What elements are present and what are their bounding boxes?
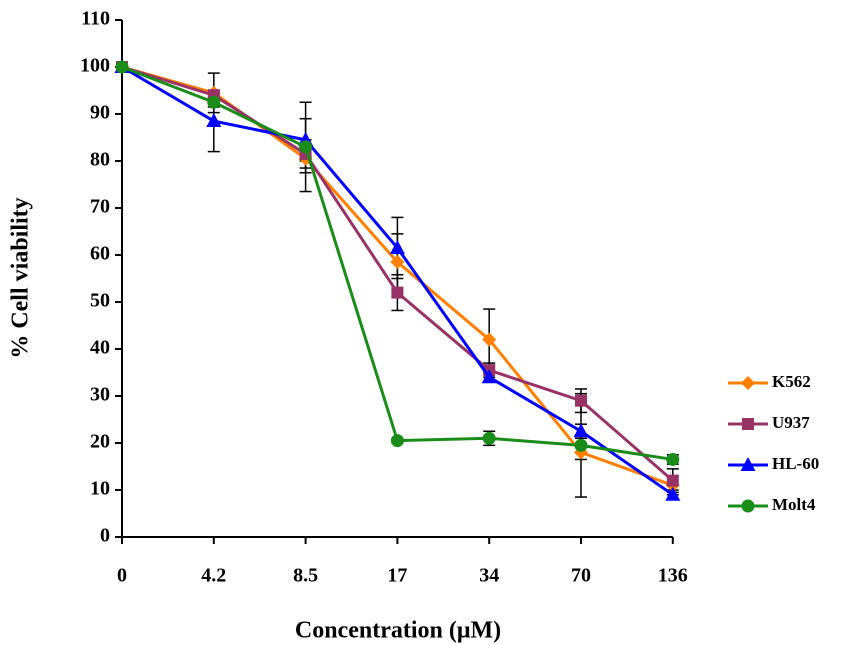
marker xyxy=(573,423,589,438)
y-tick-label: 80 xyxy=(90,149,110,171)
x-tick-label: 0 xyxy=(117,565,127,587)
y-tick-label: 90 xyxy=(90,102,110,124)
x-tick-label: 34 xyxy=(479,565,499,587)
x-tick-label: 136 xyxy=(658,565,688,587)
legend-label: HL-60 xyxy=(772,454,819,473)
y-tick-label: 30 xyxy=(90,384,110,406)
marker xyxy=(574,438,588,452)
marker xyxy=(482,332,497,347)
legend-label: Molt4 xyxy=(772,495,816,514)
marker xyxy=(665,486,681,501)
marker xyxy=(299,140,313,154)
marker xyxy=(391,286,404,299)
x-tick-label: 70 xyxy=(571,565,591,587)
marker xyxy=(481,369,497,384)
marker xyxy=(115,60,129,74)
legend-marker xyxy=(741,376,755,390)
legend-label: U937 xyxy=(772,413,810,432)
legend-marker xyxy=(741,499,755,513)
marker xyxy=(389,239,405,254)
y-tick-label: 40 xyxy=(90,337,110,359)
x-tick-label: 17 xyxy=(387,565,407,587)
marker xyxy=(666,474,679,487)
y-tick-label: 20 xyxy=(90,431,110,453)
marker xyxy=(482,431,496,445)
marker xyxy=(666,452,680,466)
marker xyxy=(206,113,222,128)
marker xyxy=(390,255,405,270)
legend-marker xyxy=(742,418,754,430)
marker xyxy=(207,95,221,109)
marker xyxy=(575,394,587,407)
y-tick-label: 10 xyxy=(90,478,110,500)
x-axis-title: Concentration (μM) xyxy=(295,618,501,644)
legend-marker xyxy=(740,457,756,471)
y-tick-label: 100 xyxy=(80,55,110,77)
y-tick-label: 50 xyxy=(90,290,110,312)
x-tick-label: 4.2 xyxy=(201,565,226,587)
x-tick-label: 8.5 xyxy=(293,565,318,587)
y-tick-label: 70 xyxy=(90,196,110,218)
y-axis-title: % Cell viability xyxy=(8,197,34,358)
y-tick-label: 0 xyxy=(100,525,110,547)
legend-label: K562 xyxy=(772,372,811,391)
marker xyxy=(390,434,404,448)
y-tick-label: 60 xyxy=(90,243,110,265)
y-tick-label: 110 xyxy=(81,8,110,30)
